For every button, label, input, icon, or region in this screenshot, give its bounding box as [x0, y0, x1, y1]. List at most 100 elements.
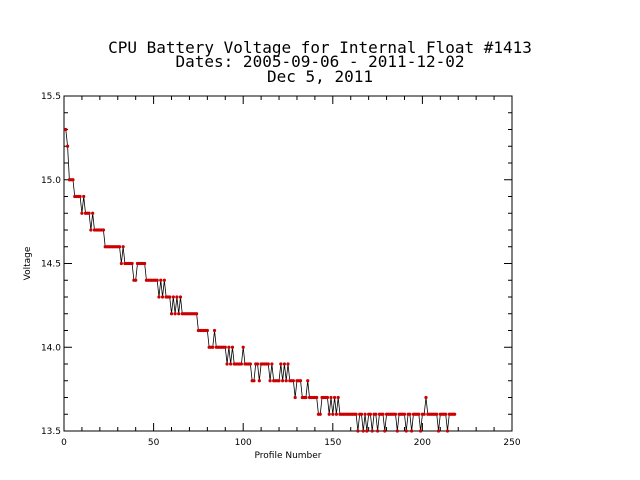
data-point [162, 278, 166, 282]
data-point [435, 412, 439, 416]
data-point [368, 412, 373, 416]
y-tick-label: 15.0 [41, 176, 61, 186]
data-point [381, 412, 385, 416]
data-point [291, 379, 295, 383]
x-tick-label: 50 [148, 438, 160, 448]
data-point [436, 429, 441, 433]
data-point [168, 295, 172, 299]
data-point [306, 379, 310, 383]
data-point [157, 295, 161, 299]
data-point [419, 429, 423, 433]
data-point [318, 412, 322, 416]
data-point [65, 144, 70, 148]
data-point [417, 412, 421, 416]
data-point [229, 362, 233, 366]
data-point [87, 211, 91, 215]
data-point [252, 379, 256, 383]
data-point [277, 379, 281, 383]
data-point [257, 379, 261, 383]
data-point [329, 395, 333, 400]
data-point [91, 211, 95, 215]
data-point [327, 412, 331, 416]
data-point [422, 412, 426, 416]
data-point [175, 295, 179, 299]
data-point [332, 395, 337, 400]
x-tick-label: 200 [414, 438, 431, 448]
data-point [445, 429, 450, 433]
data-point [361, 429, 365, 433]
data-point [89, 228, 93, 232]
data-point [444, 412, 448, 416]
data-point [82, 194, 86, 199]
data-point [281, 379, 285, 383]
chart-date: Dec 5, 2011 [267, 67, 373, 86]
data-point [195, 312, 199, 316]
data-point [410, 429, 414, 433]
data-point [169, 312, 174, 316]
chart-title: CPU Battery Voltage for Internal Float #… [108, 38, 532, 57]
data-point [270, 362, 274, 366]
x-tick-label: 250 [503, 438, 520, 448]
y-tick-label: 14.5 [41, 260, 61, 270]
data-point [408, 412, 412, 416]
chart-subtitle: Dates: 2005-09-06 - 2011-12-02 [175, 52, 465, 71]
data-point [284, 379, 288, 383]
x-tick-label: 0 [61, 438, 67, 448]
data-point [227, 345, 231, 349]
data-point [404, 429, 408, 433]
data-point [453, 412, 457, 416]
data-point [225, 362, 229, 366]
data-point [121, 245, 125, 249]
data-point [356, 429, 360, 433]
data-point [78, 194, 82, 199]
data-point [374, 412, 378, 416]
data-point [117, 245, 122, 249]
data-point [177, 312, 181, 316]
data-point [282, 362, 287, 366]
x-tick-label: 100 [235, 438, 252, 448]
data-point [159, 278, 163, 282]
data-point [255, 362, 260, 366]
data-point [402, 412, 407, 416]
x-tick-label: 150 [324, 438, 341, 448]
data-point [383, 429, 387, 433]
data-point [395, 429, 399, 433]
data-point [212, 328, 217, 333]
data-point [334, 412, 338, 416]
y-tick-label: 14.0 [41, 343, 61, 353]
data-point [393, 412, 398, 416]
data-point [248, 362, 252, 366]
data-point [424, 395, 428, 400]
data-point [304, 395, 308, 400]
data-point [279, 362, 283, 366]
series-line [65, 129, 455, 432]
data-point [211, 345, 215, 349]
data-point [143, 261, 147, 266]
data-point [71, 178, 75, 182]
data-point [223, 345, 227, 349]
data-point [376, 429, 380, 433]
data-point [178, 295, 183, 299]
x-axis-label: Profile Number [255, 451, 322, 461]
data-point [119, 261, 123, 266]
data-point [298, 379, 303, 383]
data-point [134, 278, 138, 282]
y-tick-label: 15.5 [41, 92, 61, 102]
data-point [266, 362, 270, 366]
data-point [80, 211, 84, 215]
data-point [286, 362, 290, 366]
data-point [359, 412, 364, 416]
data-point [171, 295, 175, 299]
data-point [293, 395, 297, 400]
y-axis-label: Voltage [23, 246, 33, 280]
data-point [363, 412, 367, 416]
data-point [268, 379, 272, 383]
data-point [315, 395, 319, 400]
data-point [325, 395, 330, 400]
y-tick-label: 13.5 [41, 427, 61, 437]
data-point [101, 228, 106, 232]
data-point [155, 278, 159, 282]
data-point [160, 295, 165, 299]
